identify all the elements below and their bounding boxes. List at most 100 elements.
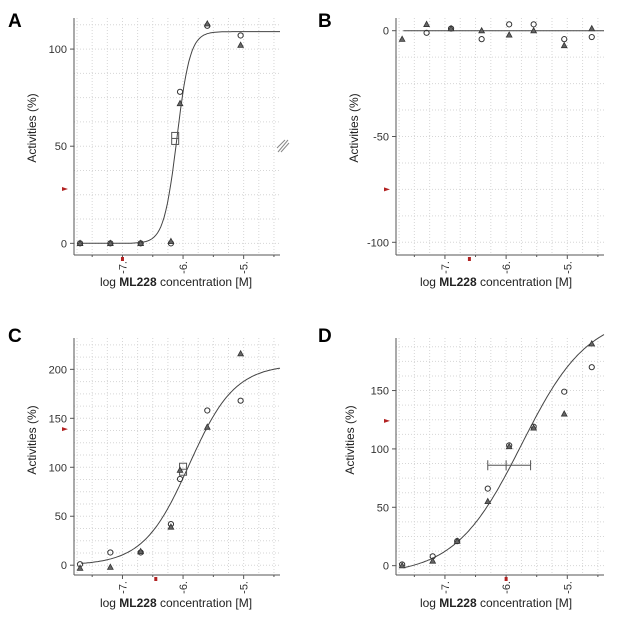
y-tick-label: 0: [383, 26, 389, 38]
x-tick-label: -6.: [501, 581, 513, 594]
panel-c-plot: 0 50 100 150 200 -7. -6. -5.: [49, 338, 281, 594]
y-tick-label: 0: [61, 238, 67, 250]
red-y-marker: [384, 187, 390, 192]
red-x-marker: [120, 257, 124, 261]
y-tick-label: 50: [55, 511, 67, 523]
red-y-marker: [62, 427, 68, 432]
panel-b-plot: 0 -50 -100 -7. -6. -5.: [367, 18, 604, 274]
red-y-marker: [384, 418, 390, 423]
red-y-marker: [62, 186, 68, 191]
data-point-circle: [506, 21, 513, 28]
x-tick-label: -7.: [117, 261, 129, 274]
panel-a: A Activities (%) log ML228 concentration…: [8, 11, 290, 289]
data-point-triangle: [530, 26, 538, 34]
red-x-marker: [154, 577, 158, 581]
panel-c-ylabel: Activities (%): [25, 405, 39, 474]
x-tick-label: -7.: [440, 581, 452, 594]
data-point-triangle: [560, 41, 568, 49]
panel-d-xlabel: log ML228 concentration [M]: [420, 596, 572, 610]
x-tick-label: -6.: [178, 261, 190, 274]
y-tick-label: 150: [371, 386, 389, 398]
y-tick-label: 100: [371, 444, 389, 456]
data-point-circle: [478, 36, 485, 43]
panel-c: C Activities (%) log ML228 concentration…: [8, 326, 281, 610]
y-tick-label: 50: [377, 502, 389, 514]
data-point-triangle: [137, 547, 145, 555]
y-tick-label: 150: [49, 413, 67, 425]
data-point-triangle: [106, 563, 114, 570]
red-x-marker: [504, 577, 508, 581]
x-tick-label: -5.: [239, 581, 251, 594]
panel-a-plot: 0 50 100 -7. -6. -5.: [49, 18, 280, 274]
panel-a-letter: A: [8, 11, 22, 32]
y-tick-label: 0: [383, 561, 389, 573]
data-point-circle: [484, 485, 491, 492]
data-point-triangle: [560, 410, 568, 417]
data-point-circle: [423, 29, 430, 36]
data-point-circle: [237, 397, 244, 404]
data-point-triangle: [106, 239, 114, 246]
y-tick-label: 50: [55, 141, 67, 153]
data-point-triangle: [137, 239, 145, 246]
y-tick-label: 100: [49, 44, 67, 56]
data-point-triangle: [176, 99, 184, 107]
data-point-triangle: [237, 41, 245, 48]
red-x-marker: [467, 257, 471, 261]
data-point-triangle: [588, 24, 596, 32]
fit-curve: [403, 334, 605, 569]
data-point-triangle: [423, 20, 431, 27]
data-point-triangle: [484, 497, 492, 505]
data-point-triangle: [203, 19, 211, 27]
x-tick-label: -6.: [178, 581, 190, 594]
fit-curve: [81, 31, 280, 244]
panel-a-excluded-icon: [276, 139, 290, 153]
panel-c-letter: C: [8, 326, 22, 347]
data-point-triangle: [453, 537, 461, 544]
data-point-triangle: [505, 442, 513, 450]
data-point-triangle: [505, 31, 513, 38]
data-point-triangle: [76, 564, 84, 571]
data-point-triangle: [478, 26, 486, 34]
data-point-triangle: [398, 35, 406, 42]
fit-curve: [81, 367, 281, 564]
data-point-triangle: [447, 24, 455, 32]
data-point-triangle: [176, 466, 184, 473]
panel-b-ylabel: Activities (%): [347, 93, 361, 162]
data-point-circle: [107, 549, 114, 556]
x-tick-label: -6.: [501, 261, 513, 274]
y-tick-label: 0: [61, 560, 67, 572]
data-point-circle: [176, 475, 184, 483]
panel-a-xlabel: log ML228 concentration [M]: [100, 275, 252, 289]
data-point-circle: [530, 21, 537, 28]
data-point-triangle: [203, 423, 211, 430]
data-point-circle: [561, 36, 568, 43]
data-point-triangle: [167, 523, 175, 530]
data-point-triangle: [76, 239, 84, 246]
x-tick-label: -7.: [117, 581, 129, 594]
data-point-triangle: [530, 424, 538, 431]
y-tick-label: -100: [367, 237, 389, 249]
panel-d-ylabel: Activities (%): [343, 405, 357, 474]
panel-d-letter: D: [318, 326, 332, 347]
data-point-circle: [204, 407, 211, 414]
data-point-triangle: [588, 339, 596, 347]
panel-b-letter: B: [318, 11, 332, 32]
y-tick-label: 100: [49, 462, 67, 474]
panel-a-ylabel: Activities (%): [25, 93, 39, 162]
x-tick-label: -5.: [562, 581, 574, 594]
panel-d: D Activities (%) log ML228 concentration…: [318, 326, 605, 610]
panel-b: B Activities (%) log ML228 concentration…: [318, 11, 604, 289]
data-point-circle: [588, 364, 595, 371]
panel-b-xlabel: log ML228 concentration [M]: [420, 275, 572, 289]
panel-c-xlabel: log ML228 concentration [M]: [100, 596, 252, 610]
panel-d-plot: 0 50 100 150 -7. -6. -5.: [371, 334, 605, 594]
x-tick-label: -5.: [562, 261, 574, 274]
data-point-circle: [588, 33, 595, 41]
data-point-circle: [176, 88, 184, 95]
data-point-circle: [561, 388, 568, 395]
y-tick-label: 200: [49, 364, 67, 376]
data-point-triangle: [398, 561, 406, 569]
data-point-triangle: [167, 237, 175, 245]
x-tick-label: -7.: [440, 261, 452, 274]
